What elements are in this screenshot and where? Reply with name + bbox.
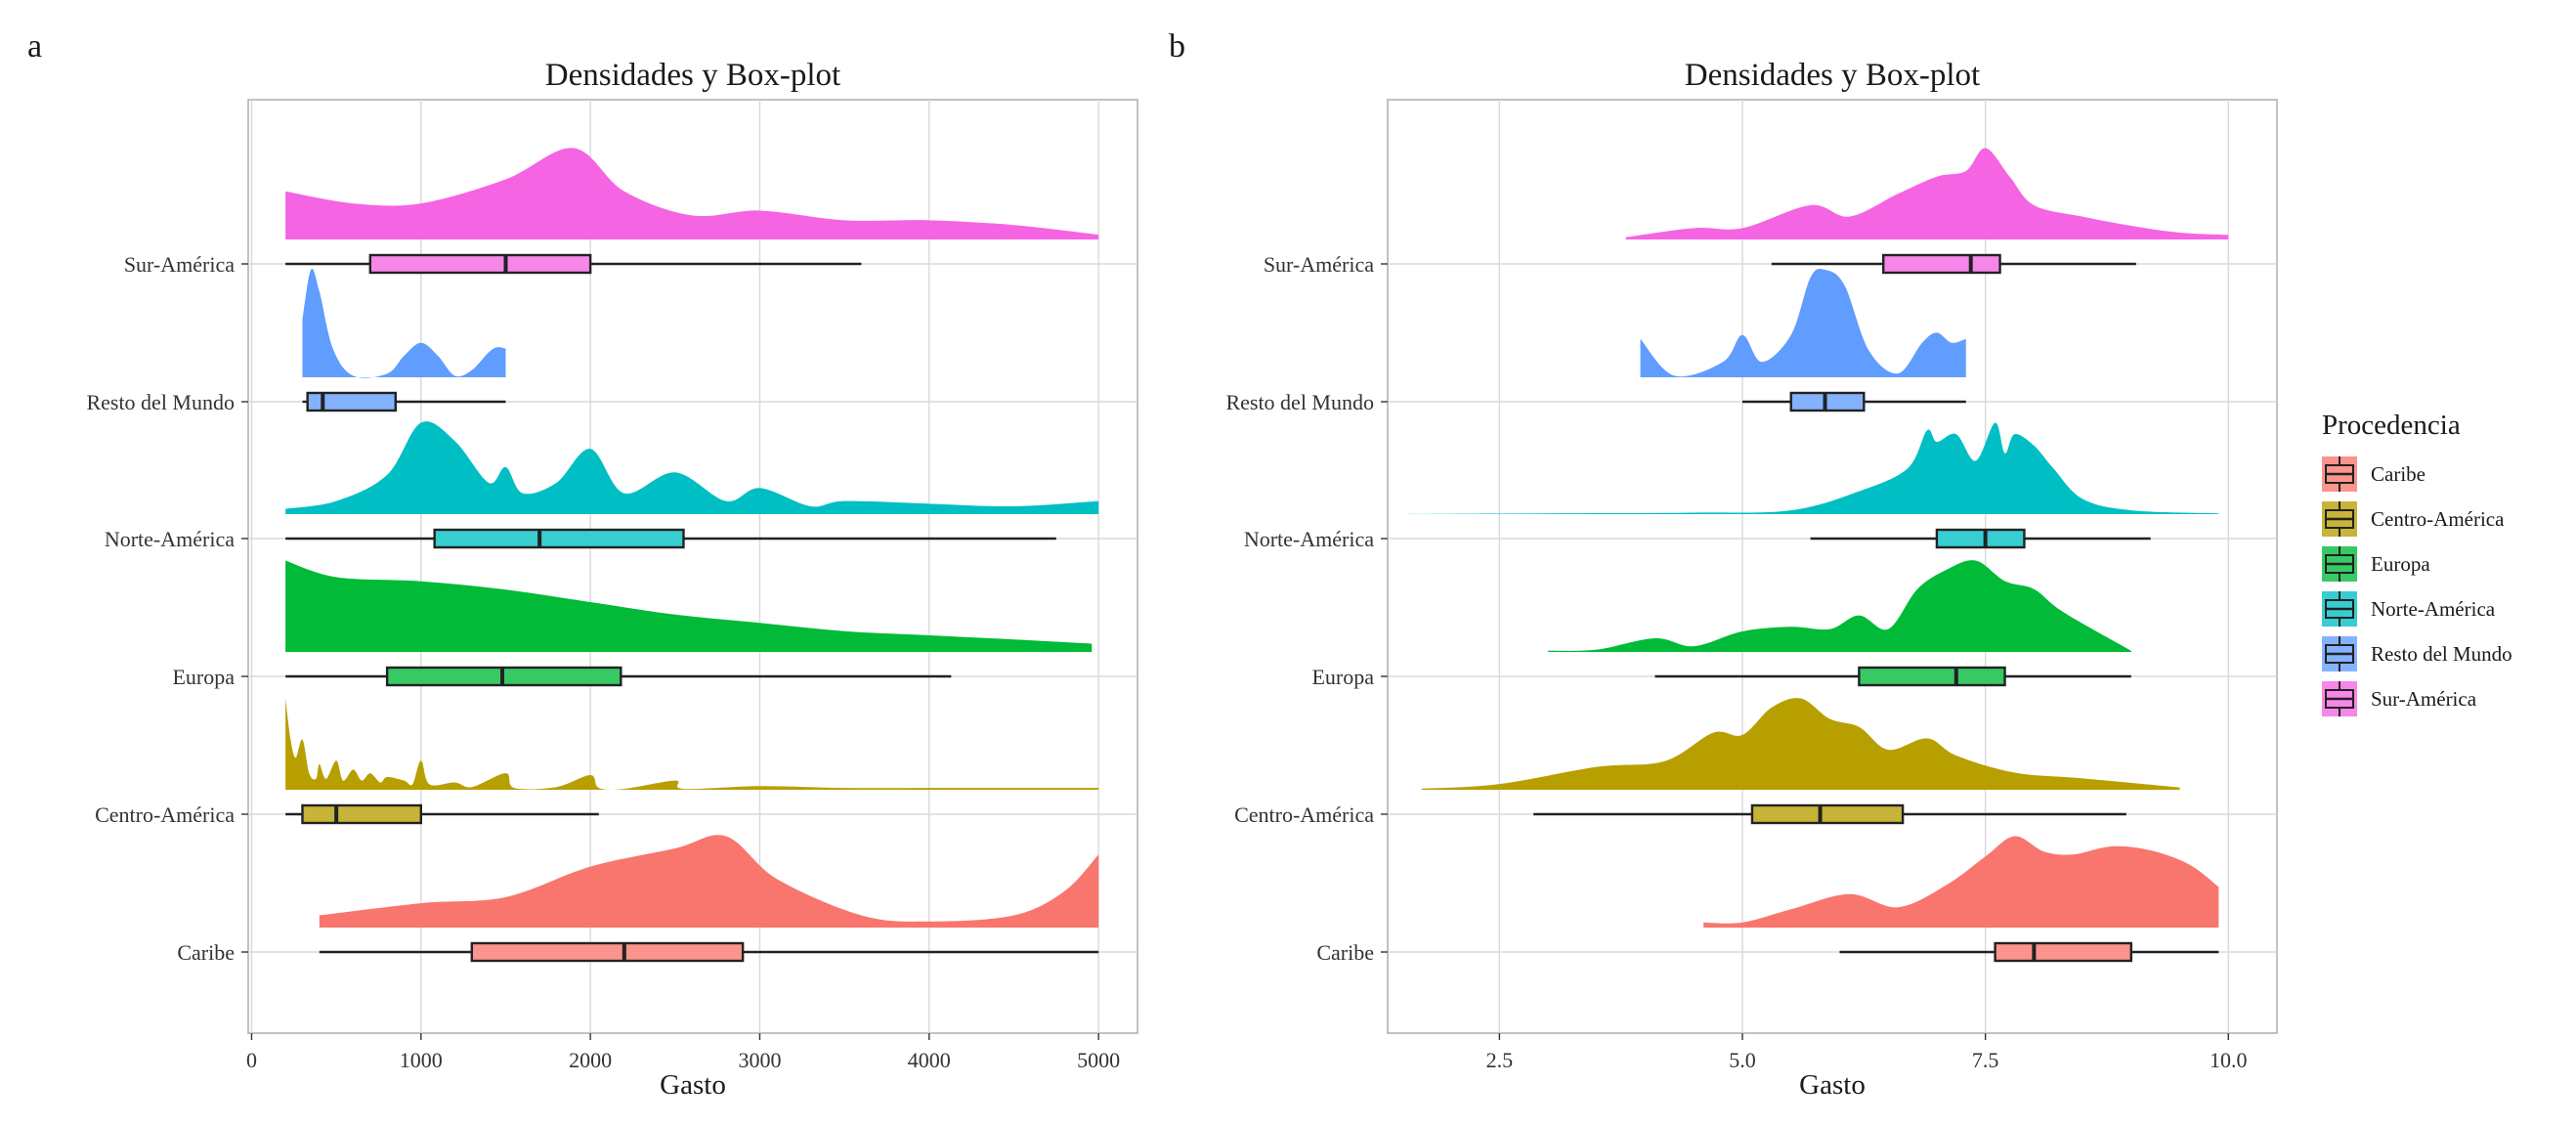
legend-title: Procedencia xyxy=(2322,410,2461,441)
legend-label: Resto del Mundo xyxy=(2371,642,2512,666)
density-europa xyxy=(285,560,1093,652)
density-resto-del-mundo xyxy=(1640,268,1966,377)
density-resto-del-mundo xyxy=(302,268,506,378)
density-sur-america xyxy=(1625,148,2229,239)
legend-label: Centro-América xyxy=(2371,507,2505,531)
y-tick-label: Sur-América xyxy=(124,252,235,277)
x-tick-label: 7.5 xyxy=(1972,1048,1999,1072)
y-tick-label: Caribe xyxy=(177,940,235,965)
legend-item: Europa xyxy=(2322,546,2430,582)
density-norte-america xyxy=(1401,422,2219,514)
y-tick-label: Europa xyxy=(1311,665,1374,689)
y-tick-label: Centro-América xyxy=(1234,802,1374,827)
x-tick-label: 1000 xyxy=(400,1048,443,1072)
legend-label: Europa xyxy=(2371,552,2430,576)
box-iqr xyxy=(368,253,592,275)
box-iqr xyxy=(470,941,745,963)
box-iqr xyxy=(1789,391,1866,412)
x-tick-label: 5.0 xyxy=(1729,1048,1756,1072)
x-tick-label: 5000 xyxy=(1077,1048,1120,1072)
x-tick-label: 2.5 xyxy=(1486,1048,1514,1072)
y-tick-label: Norte-América xyxy=(105,527,235,551)
box-iqr xyxy=(433,528,685,549)
panel-letter-b: b xyxy=(1169,28,1185,65)
x-tick-label: 3000 xyxy=(738,1048,781,1072)
box-iqr xyxy=(306,391,397,412)
chart-panel-b: 2.5 5.0 7.5 10.0 Caribe Centro-América Europa N… xyxy=(1225,58,2278,1101)
legend-item: Caribe xyxy=(2322,456,2426,492)
x-tick-label: 2000 xyxy=(569,1048,612,1072)
density-sur-américa xyxy=(285,148,1099,239)
box-iqr xyxy=(1858,666,2006,687)
y-tick-label: Norte-América xyxy=(1244,527,1374,551)
box-iqr xyxy=(1882,253,2001,275)
legend-item: Norte-América xyxy=(2322,591,2496,627)
legend-item: Resto del Mundo xyxy=(2322,636,2512,671)
legend-items: Caribe Centro-América Europa Norte-América R… xyxy=(2322,456,2512,716)
chart-title: Densidades y Box-plot xyxy=(545,58,840,93)
legend: Procedencia Caribe Centro-América Europa No… xyxy=(2322,410,2512,716)
x-tick-label: 4000 xyxy=(908,1048,951,1072)
x-tick-label: 10.0 xyxy=(2210,1048,2248,1072)
density-centro-américa xyxy=(285,698,1099,790)
legend-label: Caribe xyxy=(2371,462,2426,486)
x-axis-title: Gasto xyxy=(1799,1069,1866,1101)
legend-item: Sur-América xyxy=(2322,681,2477,716)
chart-panel-a: 0 1000 2000 3000 4000 5000 Caribe Centro-Améric… xyxy=(86,58,1138,1101)
y-tick-label: Resto del Mundo xyxy=(86,390,235,414)
density-centro-américa xyxy=(1421,698,2180,790)
y-tick-label: Centro-América xyxy=(95,802,235,827)
panel-letter-a: a xyxy=(27,28,42,65)
x-axis-title: Gasto xyxy=(660,1069,726,1101)
density-norte-américa xyxy=(285,421,1099,514)
y-tick-label: Caribe xyxy=(1316,940,1374,965)
y-tick-label: Resto del Mundo xyxy=(1225,390,1374,414)
x-tick-label: 0 xyxy=(246,1048,257,1072)
chart-title: Densidades y Box-plot xyxy=(1685,58,1980,93)
legend-item: Centro-América xyxy=(2322,501,2505,537)
legend-label: Sur-América xyxy=(2371,687,2477,711)
y-tick-label: Sur-América xyxy=(1264,252,1374,277)
legend-label: Norte-América xyxy=(2371,597,2496,621)
density-caribe xyxy=(319,835,1099,928)
density-caribe xyxy=(1703,836,2219,928)
box-iqr xyxy=(301,803,423,825)
box-iqr xyxy=(1935,528,2026,549)
density-europa xyxy=(1548,560,2131,652)
box-iqr xyxy=(1750,803,1905,825)
y-tick-label: Europa xyxy=(172,665,235,689)
box-iqr xyxy=(1994,941,2133,963)
